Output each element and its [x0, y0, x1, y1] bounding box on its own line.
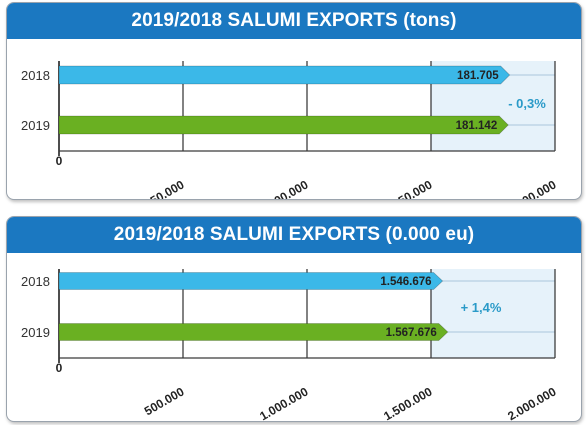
x-tick-label: 50.000 — [148, 177, 187, 199]
x-tick-label: 2.000.000 — [505, 384, 559, 421]
change-annotation: + 1,4% — [461, 300, 502, 315]
x-tick-label: 0 — [56, 154, 63, 168]
x-tick-label: 100.000 — [266, 177, 311, 199]
chart-title: 2019/2018 SALUMI EXPORTS (0.000 eu) — [7, 217, 581, 253]
x-tick-label: 150.000 — [390, 177, 435, 199]
bar — [58, 272, 444, 290]
x-tick-label: 0 — [56, 361, 63, 375]
data-label: 181.142 — [456, 120, 498, 132]
data-label: 1.567.676 — [386, 327, 437, 339]
x-tick-label: 1.000.000 — [257, 384, 311, 421]
bar-chart-eur: 1.546.676 2018 1.567.676 2019 0 500.000 1.000.… — [21, 269, 559, 421]
bar — [58, 65, 511, 85]
chart-panel-eur: 2019/2018 SALUMI EXPORTS (0.000 eu) 1.54… — [6, 216, 582, 422]
data-label: 1.546.676 — [380, 276, 431, 288]
bar — [58, 115, 509, 135]
chart-panel-tons: 2019/2018 SALUMI EXPORTS (tons) 181.705 2… — [6, 2, 582, 200]
category-label: 2019 — [21, 325, 50, 340]
category-label: 2018 — [21, 68, 50, 83]
bar — [58, 323, 449, 341]
x-tick-label: 1.500.000 — [381, 384, 435, 421]
x-tick-label: 500.000 — [142, 384, 187, 418]
data-label: 181.705 — [457, 70, 499, 82]
chart-title: 2019/2018 SALUMI EXPORTS (tons) — [7, 3, 581, 39]
change-annotation: - 0,3% — [508, 96, 546, 111]
category-label: 2019 — [21, 118, 50, 133]
highlight-region — [431, 269, 555, 358]
category-label: 2018 — [21, 274, 50, 289]
bar-chart-tons: 181.705 2018 181.142 2019 0 50.000 100.000 150.… — [21, 61, 559, 199]
x-tick-label: 200.000 — [514, 177, 559, 199]
